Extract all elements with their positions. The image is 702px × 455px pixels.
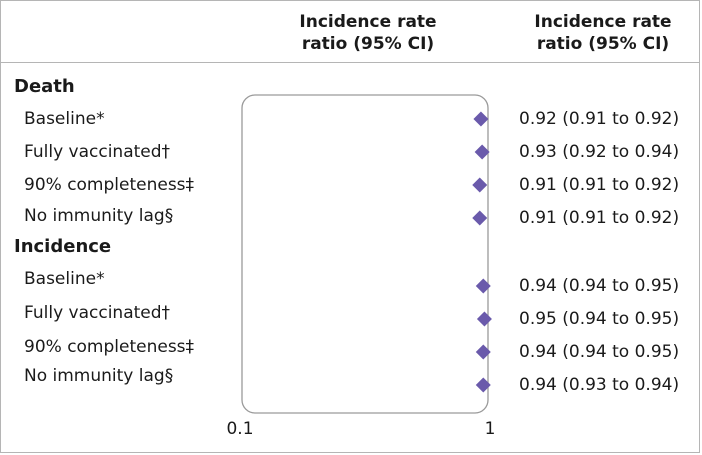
header-divider	[1, 62, 700, 63]
ci-value-death-no-immunity-lag: 0.91 (0.91 to 0.92)	[519, 208, 680, 228]
value-column-header: Incidence rate ratio (95% CI)	[510, 11, 696, 55]
plot-area-box	[241, 94, 489, 414]
value-column-header-line1: Incidence rate	[534, 12, 672, 32]
row-label-death-90-completeness: 90% completeness‡	[24, 175, 195, 195]
ci-value-incidence-no-immunity-lag: 0.94 (0.93 to 0.94)	[519, 375, 680, 395]
estimate-marker-death-fully-vaccinated	[474, 144, 490, 160]
row-label-incidence-fully-vaccinated: Fully vaccinated†	[24, 303, 171, 323]
ci-value-incidence-fully-vaccinated: 0.95 (0.94 to 0.95)	[519, 309, 680, 329]
estimate-marker-incidence-90-completeness	[475, 344, 491, 360]
row-label-incidence-90-completeness: 90% completeness‡	[24, 337, 195, 357]
ci-value-incidence-90-completeness: 0.94 (0.94 to 0.95)	[519, 342, 680, 362]
value-column-header-line2: ratio (95% CI)	[536, 34, 670, 54]
x-tick-label-1: 1	[485, 419, 496, 439]
row-label-death-no-immunity-lag: No immunity lag§	[24, 206, 174, 226]
section-death: Death	[14, 76, 75, 97]
plot-column-header-line2: ratio (95% CI)	[301, 34, 435, 54]
plot-column-header-line1: Incidence rate	[299, 12, 437, 32]
plot-column-header: Incidence rate ratio (95% CI)	[248, 11, 488, 55]
estimate-marker-incidence-baseline	[475, 278, 491, 294]
x-tick-label-0.1: 0.1	[226, 419, 253, 439]
ci-value-death-90-completeness: 0.91 (0.91 to 0.92)	[519, 175, 680, 195]
estimate-marker-death-no-immunity-lag	[472, 210, 488, 226]
ci-value-death-baseline: 0.92 (0.91 to 0.92)	[519, 109, 680, 129]
row-label-death-fully-vaccinated: Fully vaccinated†	[24, 142, 171, 162]
estimate-marker-death-90-completeness	[472, 177, 488, 193]
estimate-marker-incidence-fully-vaccinated	[476, 311, 492, 327]
section-incidence: Incidence	[14, 236, 112, 257]
estimate-marker-death-baseline	[473, 111, 489, 127]
row-label-incidence-no-immunity-lag: No immunity lag§	[24, 366, 174, 386]
row-label-death-baseline: Baseline*	[24, 109, 105, 129]
ci-value-incidence-baseline: 0.94 (0.94 to 0.95)	[519, 276, 680, 296]
estimate-marker-incidence-no-immunity-lag	[475, 377, 491, 393]
ci-value-death-fully-vaccinated: 0.93 (0.92 to 0.94)	[519, 142, 680, 162]
row-label-incidence-baseline: Baseline*	[24, 269, 105, 289]
